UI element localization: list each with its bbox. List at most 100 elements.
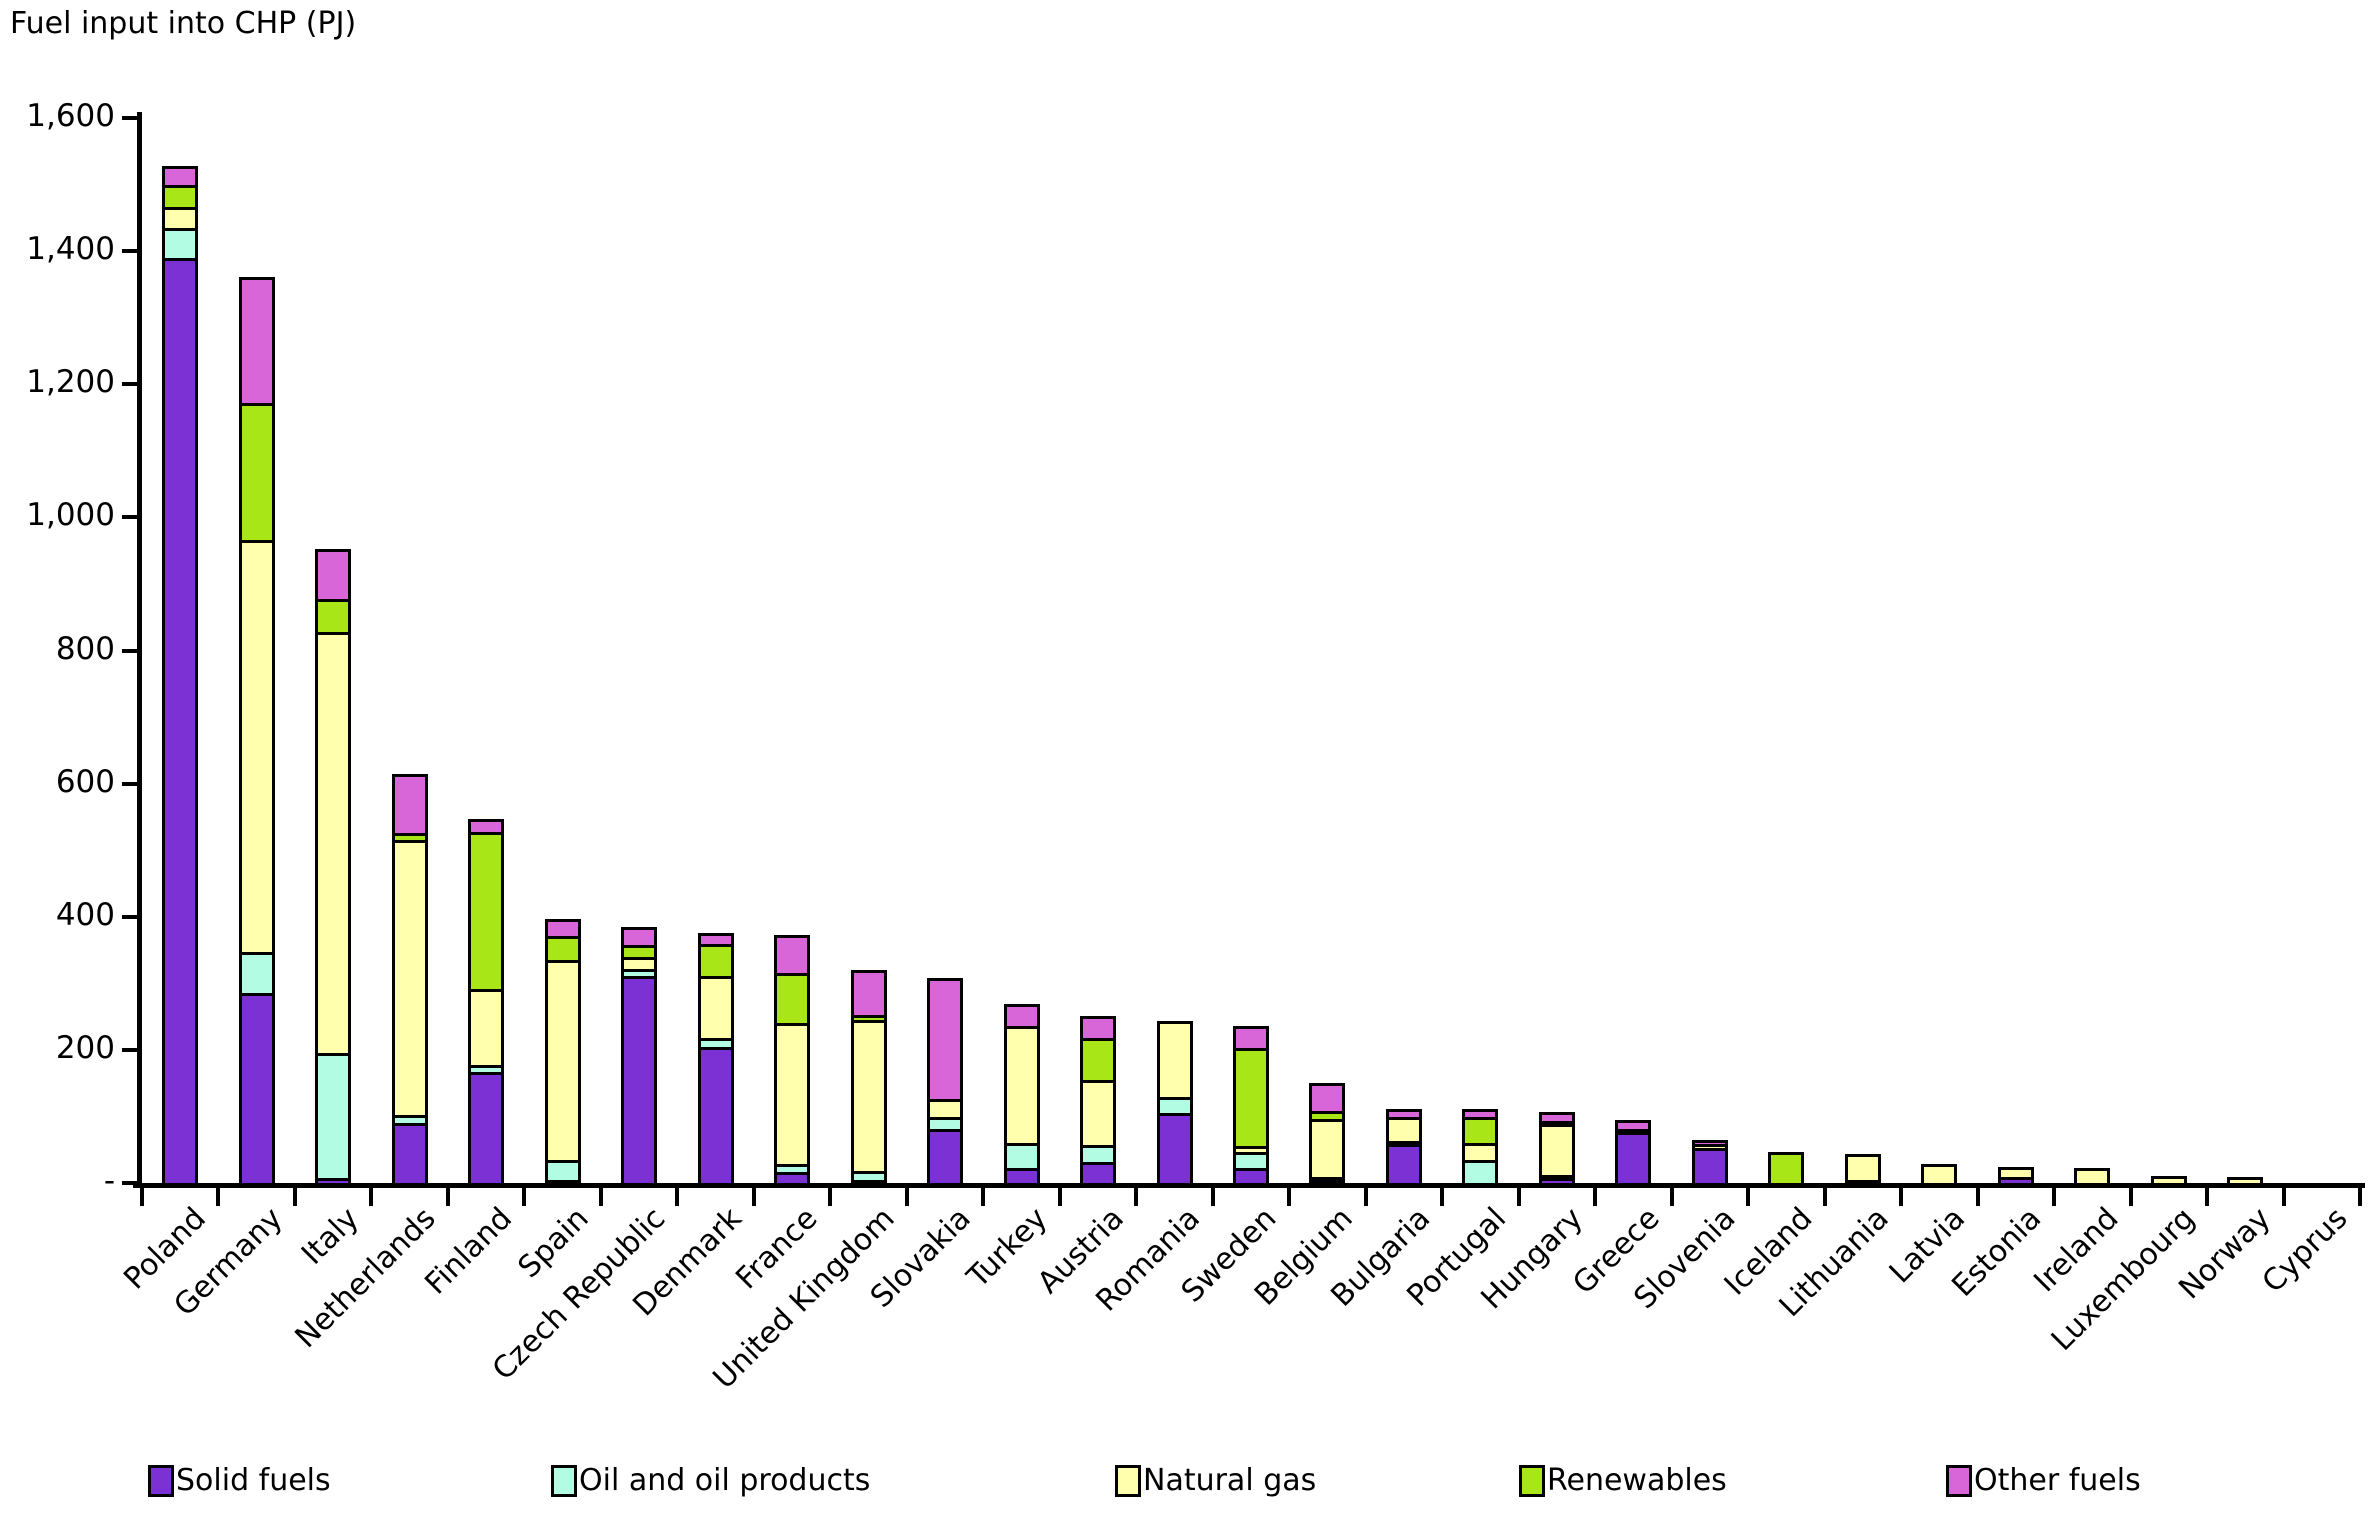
bar-segment-renewables (1083, 1037, 1114, 1080)
legend-label: Renewables (1547, 1463, 1727, 1498)
bar-segment-other-fuels (241, 279, 272, 403)
y-tick (122, 648, 137, 653)
bar-segment-natural-gas (471, 989, 502, 1066)
x-tick (981, 1188, 986, 1206)
bar-segment-other-fuels (1388, 1111, 1419, 1117)
bar-segment-solid-fuels (853, 1179, 884, 1183)
bar-denmark (697, 933, 734, 1186)
bar-segment-natural-gas (165, 206, 196, 228)
x-tick (675, 1188, 680, 1206)
bar-segment-solid-fuels (1618, 1132, 1649, 1183)
bar-greece (1615, 1120, 1652, 1186)
bar-segment-solid-fuels (1312, 1179, 1343, 1183)
bar-bulgaria (1385, 1108, 1422, 1186)
y-tick-label: 800 (55, 630, 115, 667)
bar-segment-natural-gas (394, 840, 425, 1116)
bar-segment-other-fuels (700, 936, 731, 945)
bar-segment-other-fuels (471, 821, 502, 833)
x-tick (2128, 1188, 2133, 1206)
bar-segment-natural-gas (1618, 1129, 1649, 1133)
bar-segment-renewables (700, 944, 731, 976)
x-tick (445, 1188, 450, 1206)
legend-label: Natural gas (1143, 1463, 1317, 1498)
bar-segment-natural-gas (2000, 1169, 2031, 1177)
x-tick (2281, 1188, 2286, 1206)
legend-label: Oil and oil products (579, 1463, 871, 1498)
bar-turkey (1003, 1004, 1040, 1186)
x-tick (1287, 1188, 1292, 1206)
bar-segment-natural-gas (1006, 1025, 1037, 1144)
bar-segment-renewables (1312, 1111, 1343, 1119)
bar-segment-oil-and-oil-products (547, 1159, 578, 1180)
bar-segment-other-fuels (1618, 1123, 1649, 1130)
bar-slovakia (927, 977, 964, 1186)
legend-swatch (1115, 1464, 1141, 1497)
bar-luxembourg (2150, 1176, 2187, 1186)
bar-czech-republic (621, 927, 658, 1186)
x-tick (828, 1188, 833, 1206)
x-tick (140, 1188, 144, 1206)
legend-swatch (1519, 1464, 1545, 1497)
bar-segment-solid-fuels (1006, 1167, 1037, 1183)
bar-segment-solid-fuels (2000, 1177, 2031, 1183)
bar-segment-natural-gas (241, 539, 272, 952)
x-tick (1440, 1188, 1445, 1206)
bar-italy (315, 548, 352, 1186)
bar-segment-oil-and-oil-products (624, 969, 655, 976)
bar-segment-other-fuels (777, 938, 808, 973)
bar-segment-other-fuels (1694, 1143, 1725, 1145)
bar-segment-oil-and-oil-products (700, 1037, 731, 1048)
bar-segment-natural-gas (1694, 1144, 1725, 1148)
y-tick-label: - (103, 1163, 115, 1199)
bar-segment-oil-and-oil-products (471, 1065, 502, 1072)
bar-segment-oil-and-oil-products (930, 1117, 961, 1130)
bar-segment-other-fuels (624, 930, 655, 946)
bar-segment-solid-fuels (1159, 1113, 1190, 1183)
legend-item-other-fuels: Other fuels (1946, 1463, 2141, 1498)
bar-segment-natural-gas (1236, 1145, 1266, 1152)
bar-segment-renewables (853, 1015, 884, 1020)
bar-segment-oil-and-oil-products (1312, 1176, 1343, 1180)
bar-segment-renewables (624, 945, 655, 958)
x-tick (1669, 1188, 1674, 1206)
bar-segment-solid-fuels (394, 1123, 425, 1183)
bar-segment-natural-gas (1312, 1118, 1343, 1177)
x-tick (2205, 1188, 2210, 1206)
bar-germany (238, 276, 275, 1186)
x-tick (1210, 1188, 1215, 1206)
bar-segment-solid-fuels (1694, 1147, 1725, 1183)
bar-segment-solid-fuels (165, 257, 196, 1183)
bar-segment-renewables (547, 936, 578, 960)
bar-segment-oil-and-oil-products (1541, 1175, 1572, 1179)
bar-portugal (1462, 1109, 1499, 1186)
bar-segment-solid-fuels (624, 975, 655, 1183)
bar-segment-other-fuels (318, 551, 349, 600)
bar-segment-oil-and-oil-products (1465, 1159, 1496, 1183)
bar-segment-natural-gas (1847, 1157, 1878, 1180)
bar-segment-natural-gas (624, 957, 655, 970)
bar-segment-solid-fuels (241, 993, 272, 1183)
bar-segment-natural-gas (547, 959, 578, 1160)
x-tick (1516, 1188, 1521, 1206)
bar-ireland (2074, 1168, 2111, 1186)
x-tick (751, 1188, 756, 1206)
bar-segment-oil-and-oil-products (1388, 1140, 1419, 1144)
y-tick-label: 1,400 (26, 231, 115, 268)
x-tick (1057, 1188, 1062, 1206)
x-tick (598, 1188, 603, 1206)
y-tick (122, 249, 137, 254)
legend-swatch (551, 1464, 577, 1497)
bar-romania (1156, 1020, 1193, 1186)
bar-segment-other-fuels (1312, 1085, 1343, 1112)
bar-segment-renewables (241, 402, 272, 540)
bar-segment-solid-fuels (1541, 1178, 1572, 1183)
bar-segment-oil-and-oil-products (1159, 1097, 1190, 1114)
bar-segment-natural-gas (1083, 1079, 1114, 1146)
y-tick (122, 515, 137, 520)
bar-segment-renewables (394, 832, 425, 841)
bar-segment-natural-gas (700, 975, 731, 1038)
bar-segment-natural-gas (2077, 1171, 2108, 1183)
y-tick (122, 1181, 137, 1185)
